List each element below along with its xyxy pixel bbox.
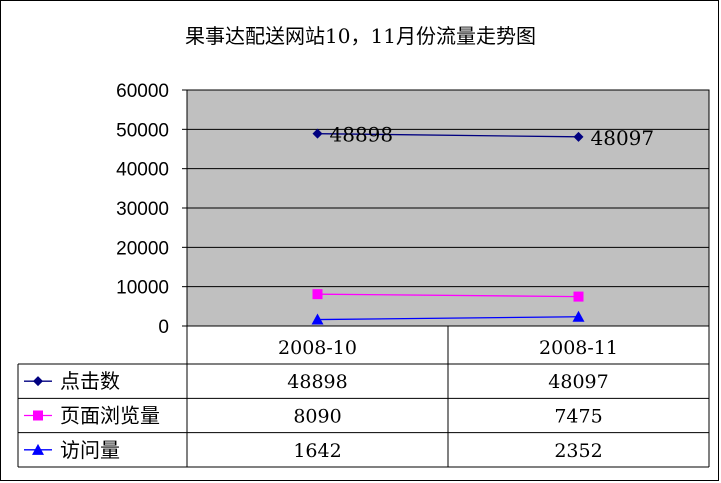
data-point	[573, 131, 584, 142]
x-category-label: 2008-11	[539, 337, 618, 359]
legend-label: 页面浏览量	[60, 404, 160, 428]
table-cell-value: 2352	[554, 440, 602, 462]
legend-label: 访问量	[60, 438, 120, 462]
y-tick-label: 20000	[116, 238, 169, 259]
data-point	[312, 289, 323, 300]
data-point	[573, 291, 584, 302]
y-tick-label: 10000	[116, 278, 169, 299]
y-tick-label: 60000	[116, 81, 169, 102]
series-line-1	[317, 293, 579, 298]
y-tick-label: 50000	[116, 120, 169, 141]
data-point	[312, 128, 323, 139]
data-label: 48898	[330, 123, 394, 147]
data-point	[311, 313, 324, 325]
legend-marker	[32, 443, 44, 455]
y-tick-label: 0	[158, 317, 169, 338]
legend-marker	[33, 410, 43, 421]
table-cell-value: 48097	[548, 371, 608, 393]
legend-marker	[33, 376, 43, 387]
y-tick-label: 30000	[116, 199, 169, 220]
table-cell-value: 7475	[554, 406, 602, 428]
table-cell-value: 8090	[293, 406, 341, 428]
legend-label: 点击数	[60, 369, 120, 393]
table-cell-value: 1642	[293, 440, 341, 462]
data-label: 48097	[591, 126, 655, 150]
y-tick-label: 40000	[116, 160, 169, 181]
series-line-2	[317, 316, 579, 321]
chart-title: 果事达配送网站10，11月份流量走势图	[185, 24, 536, 48]
series-line-0	[317, 133, 579, 138]
table-cell-value: 48898	[287, 371, 347, 393]
x-category-label: 2008-10	[278, 337, 357, 359]
data-point	[572, 310, 585, 322]
